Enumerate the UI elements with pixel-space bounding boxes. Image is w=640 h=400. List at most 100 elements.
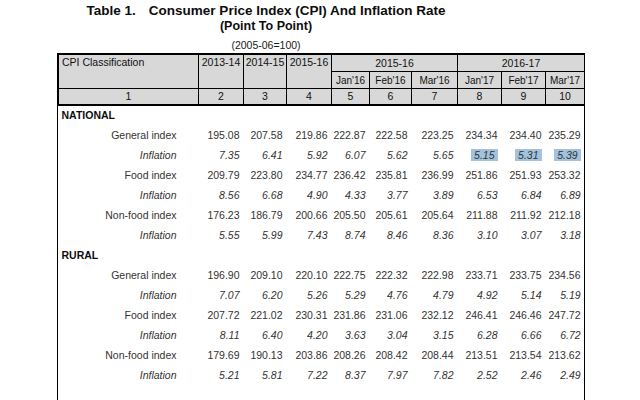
data-cell: 211.92 — [502, 205, 546, 225]
data-cell: 223.80 — [244, 165, 287, 185]
data-cell: 235.81 — [370, 165, 412, 185]
column-number: 7 — [412, 89, 458, 105]
data-cell: 7.35 — [199, 145, 244, 165]
data-cell: 3.10 — [458, 225, 502, 245]
cpi-data-table: CPI Classification 2013-14 2014-15 2015-… — [58, 54, 585, 385]
column-header-feb17: Feb'17 — [502, 72, 546, 89]
data-cell: 203.86 — [287, 345, 332, 365]
table-row: Non-food index176.23186.79200.66205.5020… — [59, 205, 585, 225]
data-cell: 5.21 — [199, 365, 244, 385]
highlighted-value: 5.31 — [515, 149, 541, 161]
table-title-text: Consumer Price Index (CPI) And Inflation… — [149, 3, 446, 18]
table-row: Food index207.72221.02230.31231.86231.06… — [59, 305, 585, 325]
data-cell: 236.99 — [412, 165, 458, 185]
data-cell: 3.63 — [332, 325, 370, 345]
data-cell: 7.82 — [412, 365, 458, 385]
data-cell: 179.69 — [199, 345, 244, 365]
data-cell: 234.34 — [458, 125, 502, 145]
data-cell: 4.20 — [287, 325, 332, 345]
column-header-jan16: Jan'16 — [332, 72, 370, 89]
data-cell: 8.36 — [412, 225, 458, 245]
data-cell: 195.08 — [199, 125, 244, 145]
data-cell: 176.23 — [199, 205, 244, 225]
column-number: 1 — [59, 89, 199, 105]
data-cell: 6.84 — [502, 185, 546, 205]
row-label: Inflation — [59, 185, 199, 205]
data-cell: 207.58 — [244, 125, 287, 145]
header-number-row: 1 2 3 4 5 6 7 8 9 10 — [59, 89, 585, 105]
row-label: Inflation — [59, 145, 199, 165]
data-cell: 213.62 — [546, 345, 585, 365]
data-cell: 246.41 — [458, 305, 502, 325]
data-cell: 246.46 — [502, 305, 546, 325]
data-cell: 3.77 — [370, 185, 412, 205]
data-cell: 5.99 — [244, 225, 287, 245]
column-number: 3 — [244, 89, 287, 105]
data-cell: 205.61 — [370, 205, 412, 225]
column-header-2015-16: 2015-16 — [287, 55, 332, 89]
data-cell: 209.10 — [244, 265, 287, 285]
highlighted-value: 5.39 — [554, 149, 580, 161]
column-header-feb16: Feb'16 — [370, 72, 412, 89]
table-body: NATIONALGeneral index195.08207.58219.862… — [59, 105, 585, 385]
data-cell: 5.55 — [199, 225, 244, 245]
section-row: NATIONAL — [59, 105, 585, 125]
table-row: Inflation7.356.415.926.075.625.655.155.3… — [59, 145, 585, 165]
table-number: Table 1. — [87, 3, 136, 18]
data-cell: 4.76 — [370, 285, 412, 305]
data-cell: 2.49 — [546, 365, 585, 385]
data-cell: 234.56 — [546, 265, 585, 285]
data-cell: 7.07 — [199, 285, 244, 305]
column-number: 9 — [502, 89, 546, 105]
data-cell: 220.10 — [287, 265, 332, 285]
data-cell: 223.25 — [412, 125, 458, 145]
table-row: Inflation8.566.684.904.333.773.896.536.8… — [59, 185, 585, 205]
header-year-row: CPI Classification 2013-14 2014-15 2015-… — [59, 55, 585, 72]
column-number: 6 — [370, 89, 412, 105]
page-title: Table 1. Consumer Price Index (CPI) And I… — [0, 3, 532, 18]
data-cell: 4.92 — [458, 285, 502, 305]
data-cell: 205.50 — [332, 205, 370, 225]
data-cell: 222.32 — [370, 265, 412, 285]
table-row: Inflation7.076.205.265.294.764.794.925.1… — [59, 285, 585, 305]
table-subtitle: (Point To Point) — [0, 19, 532, 33]
data-cell: 208.44 — [412, 345, 458, 365]
data-cell: 230.31 — [287, 305, 332, 325]
row-label: General index — [59, 125, 199, 145]
data-cell: 233.75 — [502, 265, 546, 285]
data-cell: 8.11 — [199, 325, 244, 345]
data-cell: 5.29 — [332, 285, 370, 305]
column-number: 2 — [199, 89, 244, 105]
data-cell: 2.52 — [458, 365, 502, 385]
data-cell: 6.41 — [244, 145, 287, 165]
row-label: General index — [59, 265, 199, 285]
data-cell: 5.15 — [458, 145, 502, 165]
data-cell: 222.87 — [332, 125, 370, 145]
data-cell: 221.02 — [244, 305, 287, 325]
data-cell: 208.42 — [370, 345, 412, 365]
data-cell: 4.90 — [287, 185, 332, 205]
title-block: Table 1. Consumer Price Index (CPI) And I… — [0, 3, 532, 51]
row-label: Inflation — [59, 225, 199, 245]
data-cell: 205.64 — [412, 205, 458, 225]
section-row: RURAL — [59, 245, 585, 265]
data-cell: 6.68 — [244, 185, 287, 205]
column-number: 4 — [287, 89, 332, 105]
data-cell: 196.90 — [199, 265, 244, 285]
corner-header: CPI Classification — [59, 55, 199, 89]
data-cell: 8.46 — [370, 225, 412, 245]
table-row: Inflation8.116.404.203.633.043.156.286.6… — [59, 325, 585, 345]
highlighted-value: 5.15 — [471, 149, 497, 161]
row-label: Non-food index — [59, 205, 199, 225]
data-cell: 236.42 — [332, 165, 370, 185]
group-header-2016-17: 2016-17 — [458, 55, 585, 72]
column-number: 5 — [332, 89, 370, 105]
data-cell: 8.74 — [332, 225, 370, 245]
data-cell: 6.66 — [502, 325, 546, 345]
data-cell: 222.58 — [370, 125, 412, 145]
data-cell: 213.54 — [502, 345, 546, 365]
data-cell: 7.22 — [287, 365, 332, 385]
data-cell: 5.14 — [502, 285, 546, 305]
data-cell: 3.15 — [412, 325, 458, 345]
data-cell: 3.89 — [412, 185, 458, 205]
